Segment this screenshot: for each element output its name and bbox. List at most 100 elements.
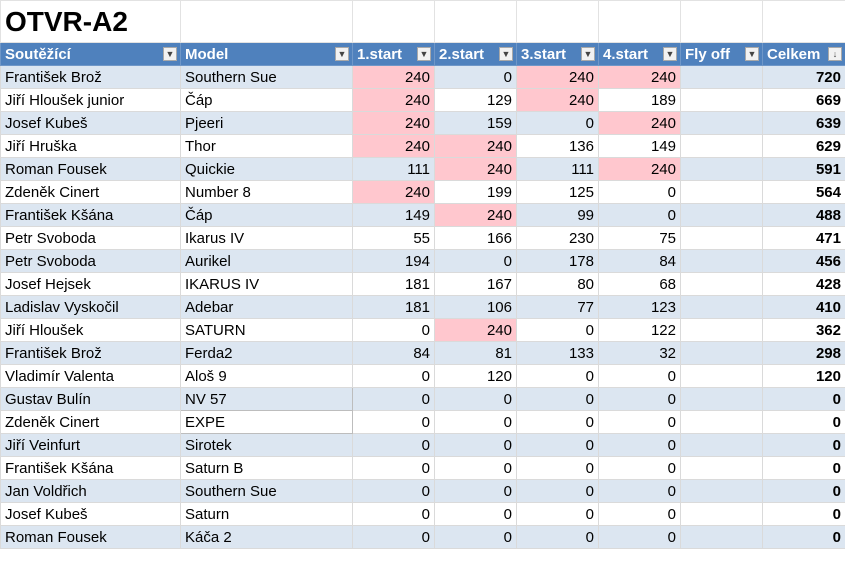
cell-start3[interactable]: 240 [516, 88, 599, 112]
cell-start2[interactable]: 159 [434, 111, 517, 135]
cell-start2[interactable]: 240 [434, 318, 517, 342]
cell-total[interactable]: 629 [762, 134, 845, 158]
cell-start1[interactable]: 240 [352, 180, 435, 204]
cell-total[interactable]: 0 [762, 525, 845, 549]
cell-start4[interactable]: 189 [598, 88, 681, 112]
sort-descending-icon[interactable]: ↓ [828, 47, 842, 61]
cell-total[interactable]: 0 [762, 502, 845, 526]
cell-start4[interactable]: 0 [598, 479, 681, 503]
cell-flyoff[interactable] [680, 88, 763, 112]
cell-competitor[interactable]: Jiří Hloušek junior [0, 88, 181, 112]
cell-start4[interactable]: 240 [598, 157, 681, 181]
cell-start3[interactable]: 0 [516, 387, 599, 411]
cell-start1[interactable]: 0 [352, 318, 435, 342]
cell-model[interactable]: Saturn [180, 502, 353, 526]
header-cell-start3[interactable]: 3.start ▼ [516, 42, 599, 66]
cell-start4[interactable]: 0 [598, 180, 681, 204]
cell-start2[interactable]: 0 [434, 249, 517, 273]
cell-start4[interactable]: 68 [598, 272, 681, 296]
cell-competitor[interactable]: Zdeněk Cinert [0, 410, 181, 434]
cell-total[interactable]: 471 [762, 226, 845, 250]
cell-flyoff[interactable] [680, 249, 763, 273]
cell-competitor[interactable]: Josef Kubeš [0, 111, 181, 135]
cell-start4[interactable]: 0 [598, 364, 681, 388]
header-cell-total[interactable]: Celkem ↓ [762, 42, 845, 66]
cell-start2[interactable]: 0 [434, 525, 517, 549]
cell-model[interactable]: Saturn B [180, 456, 353, 480]
cell-competitor[interactable]: Zdeněk Cinert [0, 180, 181, 204]
cell-competitor[interactable]: Jan Voldřich [0, 479, 181, 503]
cell-start4[interactable]: 0 [598, 456, 681, 480]
cell-flyoff[interactable] [680, 318, 763, 342]
cell-competitor[interactable]: Gustav Bulín [0, 387, 181, 411]
cell-competitor[interactable]: Ladislav Vyskočil [0, 295, 181, 319]
cell-competitor[interactable]: Josef Hejsek [0, 272, 181, 296]
cell-flyoff[interactable] [680, 364, 763, 388]
cell-model[interactable]: Ferda2 [180, 341, 353, 365]
cell-start3[interactable]: 125 [516, 180, 599, 204]
cell-start1[interactable]: 181 [352, 295, 435, 319]
cell-flyoff[interactable] [680, 157, 763, 181]
cell-model[interactable]: Káča 2 [180, 525, 353, 549]
filter-dropdown-icon[interactable]: ▼ [663, 47, 677, 61]
cell-start4[interactable]: 32 [598, 341, 681, 365]
cell-model[interactable]: Aurikel [180, 249, 353, 273]
cell-start2[interactable]: 0 [434, 433, 517, 457]
cell-total[interactable]: 456 [762, 249, 845, 273]
cell-model[interactable]: Quickie [180, 157, 353, 181]
cell-model[interactable]: Thor [180, 134, 353, 158]
cell-flyoff[interactable] [680, 226, 763, 250]
cell-start1[interactable]: 84 [352, 341, 435, 365]
cell-total[interactable]: 0 [762, 410, 845, 434]
empty-cell[interactable] [680, 0, 763, 43]
cell-model[interactable]: Sirotek [180, 433, 353, 457]
cell-competitor[interactable]: Jiří Hloušek [0, 318, 181, 342]
cell-model[interactable]: EXPE [180, 410, 353, 434]
cell-start4[interactable]: 75 [598, 226, 681, 250]
cell-start1[interactable]: 0 [352, 410, 435, 434]
cell-flyoff[interactable] [680, 65, 763, 89]
cell-total[interactable]: 0 [762, 433, 845, 457]
cell-flyoff[interactable] [680, 134, 763, 158]
cell-start2[interactable]: 199 [434, 180, 517, 204]
cell-model[interactable]: Ikarus IV [180, 226, 353, 250]
cell-competitor[interactable]: František Kšána [0, 456, 181, 480]
cell-flyoff[interactable] [680, 295, 763, 319]
filter-dropdown-icon[interactable]: ▼ [417, 47, 431, 61]
cell-total[interactable]: 120 [762, 364, 845, 388]
cell-competitor[interactable]: František Kšána [0, 203, 181, 227]
cell-start1[interactable]: 0 [352, 479, 435, 503]
header-cell-competitor[interactable]: Soutěžící ▼ [0, 42, 181, 66]
cell-flyoff[interactable] [680, 502, 763, 526]
cell-model[interactable]: Pjeeri [180, 111, 353, 135]
cell-start3[interactable]: 0 [516, 525, 599, 549]
cell-model[interactable]: Čáp [180, 88, 353, 112]
cell-start3[interactable]: 0 [516, 456, 599, 480]
cell-start3[interactable]: 136 [516, 134, 599, 158]
sheet-title-cell[interactable]: OTVR-A2 [0, 0, 181, 43]
header-cell-start1[interactable]: 1.start ▼ [352, 42, 435, 66]
filter-dropdown-icon[interactable]: ▼ [745, 47, 759, 61]
filter-dropdown-icon[interactable]: ▼ [581, 47, 595, 61]
empty-cell[interactable] [352, 0, 435, 43]
cell-start2[interactable]: 240 [434, 157, 517, 181]
cell-total[interactable]: 0 [762, 456, 845, 480]
cell-competitor[interactable]: Vladimír Valenta [0, 364, 181, 388]
cell-start1[interactable]: 240 [352, 88, 435, 112]
cell-start3[interactable]: 77 [516, 295, 599, 319]
cell-start3[interactable]: 230 [516, 226, 599, 250]
cell-start3[interactable]: 0 [516, 433, 599, 457]
cell-start3[interactable]: 133 [516, 341, 599, 365]
cell-competitor[interactable]: Petr Svoboda [0, 249, 181, 273]
cell-start4[interactable]: 123 [598, 295, 681, 319]
cell-start1[interactable]: 0 [352, 387, 435, 411]
cell-start2[interactable]: 167 [434, 272, 517, 296]
cell-start4[interactable]: 0 [598, 502, 681, 526]
cell-competitor[interactable]: Jiří Hruška [0, 134, 181, 158]
cell-total[interactable]: 564 [762, 180, 845, 204]
cell-flyoff[interactable] [680, 203, 763, 227]
cell-start2[interactable]: 240 [434, 203, 517, 227]
cell-flyoff[interactable] [680, 456, 763, 480]
cell-start1[interactable]: 240 [352, 134, 435, 158]
cell-total[interactable]: 0 [762, 479, 845, 503]
